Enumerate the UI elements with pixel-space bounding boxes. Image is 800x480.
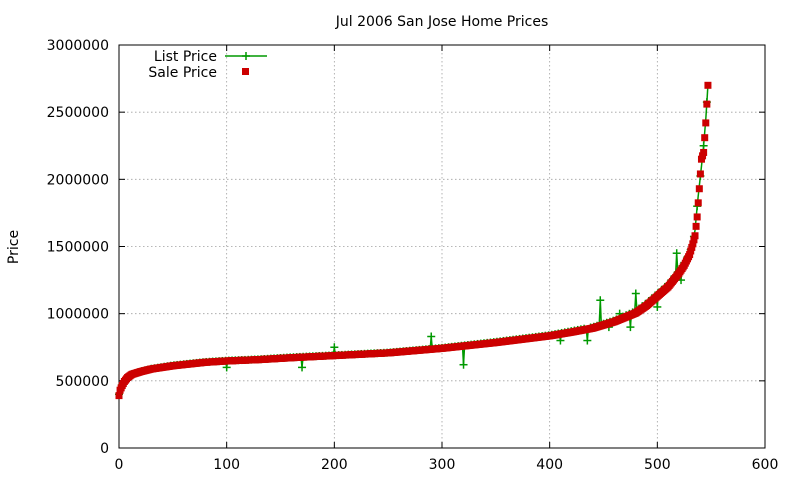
y-tick-label: 0 [100,441,109,457]
y-tick-label: 2500000 [47,105,109,121]
sale-price-marker [687,247,695,255]
list-price-marker [653,302,662,311]
y-tick-label: 3000000 [47,38,109,54]
sale-price-marker [703,100,711,108]
list-price-marker [222,363,231,372]
list-price-marker [459,360,468,369]
list-price-marker [631,289,640,298]
sale-price-marker [696,170,704,178]
data-layer [115,81,712,400]
sale-price-marker [693,213,701,221]
x-tick-label: 500 [644,457,671,473]
y-axis-label: Price [6,230,22,264]
list-price-marker [672,249,681,258]
legend-marker-sale-price [242,68,249,75]
y-tick-label: 2000000 [47,172,109,188]
axis-ticks: 0 100 200 300 400 500 600 0 500000 1000000 1500000… [47,38,779,473]
x-tick-label: 600 [752,457,779,473]
sale-price-marker [704,81,712,89]
sale-price-marker [689,240,697,248]
x-tick-label: 0 [115,457,124,473]
x-tick-label: 300 [429,457,456,473]
list-price-marker [596,296,605,305]
legend-marker-list-price [242,52,250,60]
y-tick-label: 1000000 [47,307,109,323]
x-tick-label: 100 [213,457,240,473]
legend-label-sale-price: Sale Price [148,65,217,81]
legend: List Price Sale Price [148,49,267,81]
sale-price-marker [115,392,123,400]
list-price-marker [699,141,708,150]
list-price-marker [626,323,635,332]
sale-price-marker [694,199,702,207]
sale-price-marker [700,148,708,156]
list-price-marker [427,332,436,341]
sale-price-marker [691,232,699,240]
legend-label-list-price: List Price [154,49,217,65]
sale-price-marker [701,134,709,142]
x-tick-label: 200 [321,457,348,473]
sale-price-marker [702,119,710,127]
y-tick-label: 500000 [56,374,109,390]
sale-price-marker [686,251,694,259]
x-tick-label: 400 [536,457,563,473]
list-price-marker [330,343,339,352]
grid [119,45,765,448]
sale-price-marker [692,222,700,230]
chart-title: Jul 2006 San Jose Home Prices [335,14,549,30]
sale-price-marker [688,243,696,251]
list-price-marker [583,336,592,345]
y-tick-label: 1500000 [47,240,109,256]
sale-price-marker [695,185,703,193]
sale-price-marker [690,236,698,244]
list-price-marker [298,363,307,372]
